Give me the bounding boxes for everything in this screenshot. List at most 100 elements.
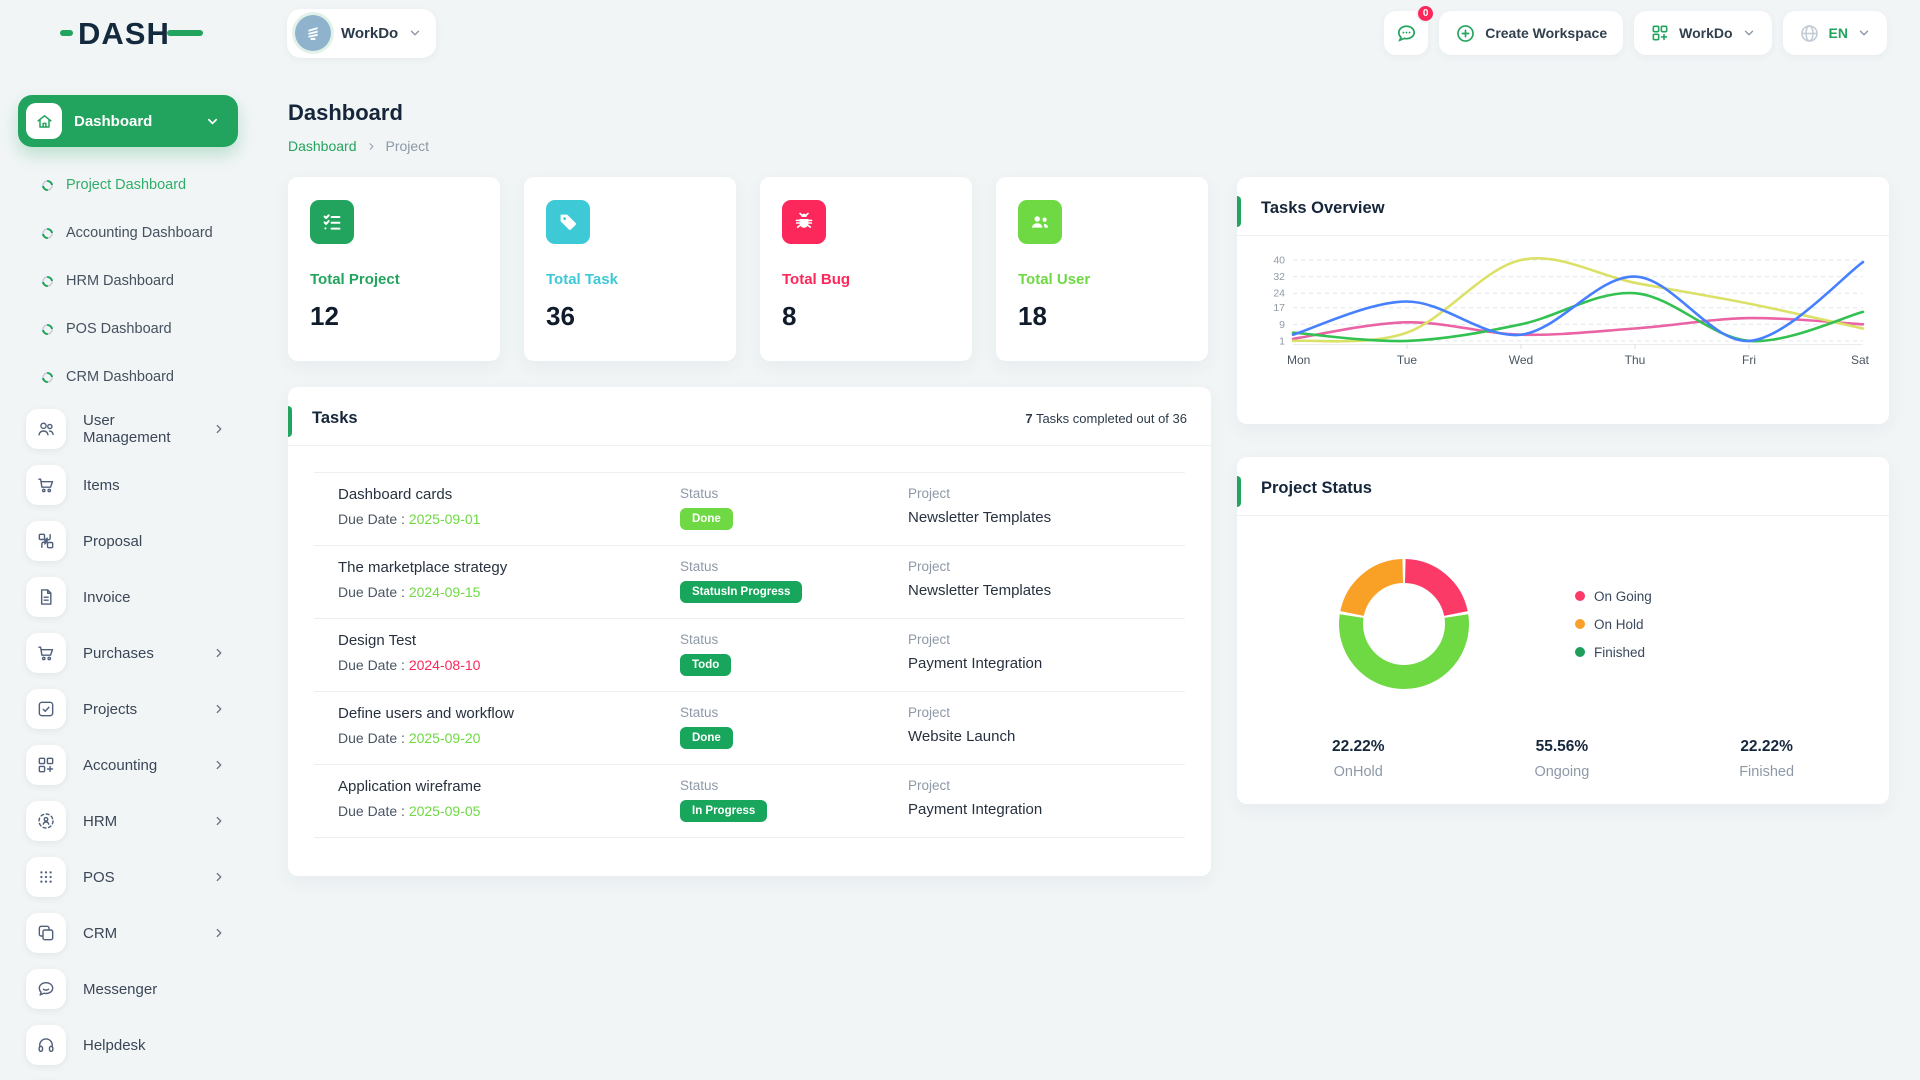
breadcrumb-dashboard-link[interactable]: Dashboard xyxy=(288,138,357,154)
sidebar-subitem-label: HRM Dashboard xyxy=(66,273,174,289)
status-column-label: Status xyxy=(680,778,719,793)
checklist-icon xyxy=(310,200,354,244)
notification-badge: 0 xyxy=(1416,4,1436,23)
task-title: Define users and workflow xyxy=(338,705,514,722)
plus-circle-icon xyxy=(1457,24,1475,42)
sidebar-item-invoice[interactable]: Invoice xyxy=(0,569,256,625)
sidebar-item-accounting-dashboard[interactable]: Accounting Dashboard xyxy=(0,209,256,257)
sidebar-item-user-management[interactable]: User Management xyxy=(0,401,256,457)
task-main-cell: Application wireframe Due Date : 2025-09… xyxy=(338,778,680,819)
task-row: Dashboard cards Due Date : 2025-09-01 St… xyxy=(314,472,1185,545)
users-icon xyxy=(26,409,66,449)
task-due-date: Due Date : 2024-08-10 xyxy=(338,657,481,673)
grid-plus-icon xyxy=(1652,25,1668,41)
loader-circle-icon xyxy=(39,225,56,241)
stat-name: Ongoing xyxy=(1534,764,1590,780)
task-project-cell: Project Website Launch xyxy=(908,705,1185,745)
sidebar-item-accounting[interactable]: Accounting xyxy=(0,737,256,793)
sidebar-item-dashboard[interactable]: Dashboard xyxy=(18,95,238,147)
legend-label: Finished xyxy=(1594,644,1646,660)
copy-icon xyxy=(38,925,54,941)
project-status-stats: 22.22% OnHold 55.56% Ongoing 22.22% Finish… xyxy=(1237,738,1889,780)
stat-card-total-project: Total Project 12 xyxy=(288,177,500,361)
svg-text:1: 1 xyxy=(1279,335,1285,347)
invoice-icon xyxy=(40,589,52,605)
proposal-icon xyxy=(26,521,66,561)
legend-dot xyxy=(1575,647,1585,657)
create-workspace-label: Create Workspace xyxy=(1485,25,1608,41)
sidebar-item-projects[interactable]: Projects xyxy=(0,681,256,737)
tasks-table: Dashboard cards Due Date : 2025-09-01 St… xyxy=(314,472,1185,838)
legend-dot xyxy=(1575,619,1585,629)
overview-card-header: Tasks Overview xyxy=(1237,177,1889,236)
headset-icon xyxy=(26,1025,66,1065)
sidebar-item-proposal[interactable]: Proposal xyxy=(0,513,256,569)
sidebar-item-messenger[interactable]: Messenger xyxy=(0,961,256,1017)
messages-button[interactable]: 0 xyxy=(1384,4,1436,55)
sidebar-item-label: Proposal xyxy=(83,532,143,550)
project-name: Website Launch xyxy=(908,728,1016,745)
sidebar-item-hrm[interactable]: HRM xyxy=(0,793,256,849)
project-name: Newsletter Templates xyxy=(908,582,1052,599)
sidebar-item-crm-dashboard[interactable]: CRM Dashboard xyxy=(0,353,256,401)
workspace-switcher[interactable]: WorkDo xyxy=(287,8,437,58)
header-accent-bar xyxy=(288,406,292,437)
legend-item-on-going: On Going xyxy=(1575,589,1652,604)
bug-icon xyxy=(782,200,826,244)
sidebar-item-label: Invoice xyxy=(83,588,131,606)
project-column-label: Project xyxy=(908,559,951,574)
project-column-label: Project xyxy=(908,632,951,647)
brand-logo[interactable]: DASH xyxy=(0,18,256,49)
sidebar-item-label: User Management xyxy=(83,412,171,446)
svg-text:17: 17 xyxy=(1273,302,1285,314)
tasks-overview-title: Tasks Overview xyxy=(1261,199,1385,217)
sidebar-item-pos-dashboard[interactable]: POS Dashboard xyxy=(0,305,256,353)
sidebar-item-crm[interactable]: CRM xyxy=(0,905,256,961)
sidebar-item-pos[interactable]: POS xyxy=(0,849,256,905)
workdo-label: WorkDo xyxy=(1679,25,1733,41)
task-title: The marketplace strategy xyxy=(338,559,508,576)
page-title: Dashboard xyxy=(288,100,403,125)
sidebar-item-partial[interactable] xyxy=(0,1073,256,1080)
svg-text:Fri: Fri xyxy=(1742,353,1756,367)
task-project-cell: Project Newsletter Templates xyxy=(908,486,1185,526)
task-project-cell: Project Newsletter Templates xyxy=(908,559,1185,599)
workdo-apps-button[interactable]: WorkDo xyxy=(1634,11,1772,55)
project-column-label: Project xyxy=(908,486,951,501)
sidebar-item-purchases[interactable]: Purchases xyxy=(0,625,256,681)
top-header: DASH WorkDo 0 Create Workspace WorkDo EN xyxy=(0,0,1920,66)
sidebar-item-label: HRM xyxy=(83,812,118,830)
chat-icon xyxy=(26,969,66,1009)
sidebar-item-helpdesk[interactable]: Helpdesk xyxy=(0,1017,256,1073)
series-yellow-line xyxy=(1291,257,1865,343)
task-project-cell: Project Payment Integration xyxy=(908,632,1185,672)
chevron-down-icon xyxy=(1859,30,1869,36)
donut-segment xyxy=(1404,559,1468,617)
create-workspace-button[interactable]: Create Workspace xyxy=(1439,11,1624,55)
chevron-right-icon xyxy=(216,872,222,882)
task-title: Application wireframe xyxy=(338,778,482,795)
page-layout: Dashboard Project Dashboard Accounting D… xyxy=(0,66,1920,1080)
headset-icon xyxy=(38,1038,54,1053)
task-status-cell: Status In Progress xyxy=(680,778,908,822)
sidebar-dashboard-label: Dashboard xyxy=(74,112,153,130)
sidebar-item-project-dashboard[interactable]: Project Dashboard xyxy=(0,161,256,209)
dashboard-submenu: Project Dashboard Accounting Dashboard H… xyxy=(0,161,256,401)
sidebar-item-items[interactable]: Items xyxy=(0,457,256,513)
stat-percent: 22.22% xyxy=(1740,738,1793,755)
project-status-body: On Going On Hold Finished xyxy=(1237,516,1889,724)
stat-label: Total Bug xyxy=(782,271,851,288)
tasks-title: Tasks xyxy=(312,409,358,427)
stat-name: Finished xyxy=(1739,764,1795,780)
status-column-label: Status xyxy=(680,486,719,501)
logo-accent-right xyxy=(166,30,203,36)
task-due-date: Due Date : 2025-09-20 xyxy=(338,730,481,746)
chevron-right-icon xyxy=(216,704,222,714)
tasks-card-header: Tasks 7 Tasks completed out of 36 xyxy=(288,387,1211,446)
language-selector[interactable]: EN xyxy=(1782,11,1887,55)
sidebar-item-hrm-dashboard[interactable]: HRM Dashboard xyxy=(0,257,256,305)
task-title: Dashboard cards xyxy=(338,486,453,503)
stat-card-total-user: Total User 18 xyxy=(996,177,1208,361)
invoice-icon xyxy=(26,577,66,617)
status-badge: Done xyxy=(680,508,733,530)
